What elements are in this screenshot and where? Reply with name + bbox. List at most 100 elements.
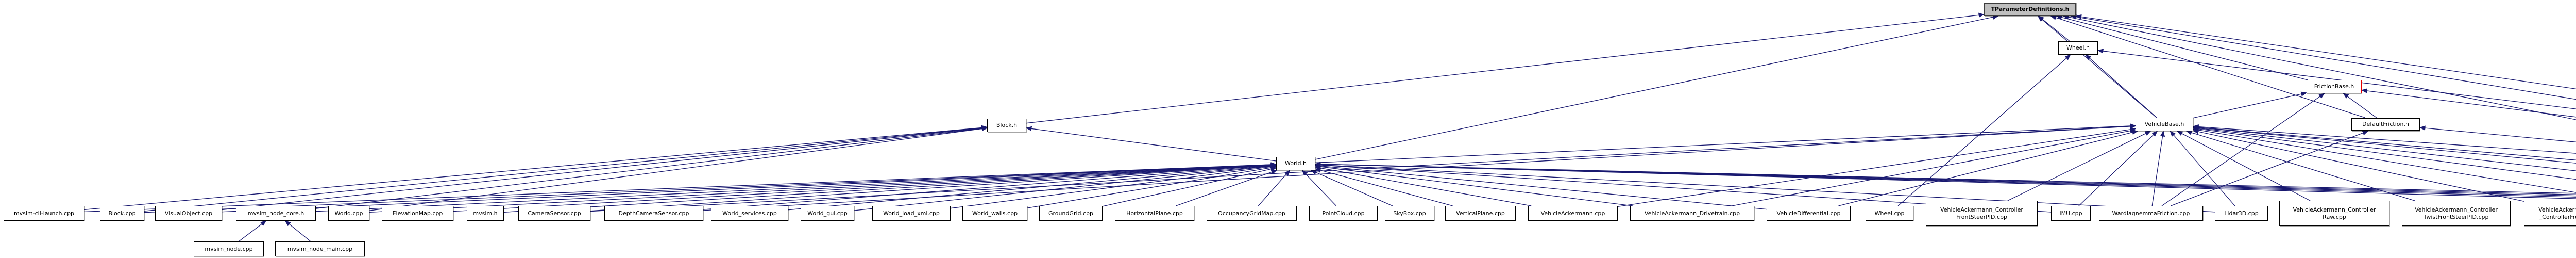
graph-edge bbox=[2170, 131, 2235, 206]
graph-node-occupancygridmap-cpp[interactable]: OccupancyGridMap.cpp bbox=[1207, 206, 1297, 221]
graph-node-visualobject-cpp[interactable]: VisualObject.cpp bbox=[155, 206, 222, 221]
graph-edge bbox=[2192, 124, 2576, 154]
graph-edge bbox=[703, 124, 2137, 211]
graph-edge bbox=[284, 220, 311, 242]
graph-edge bbox=[2361, 88, 2576, 118]
graph-edge bbox=[2419, 125, 2576, 142]
graph-edge bbox=[1314, 162, 2576, 199]
graph-edge bbox=[2038, 15, 2070, 42]
graph-edge bbox=[144, 162, 1277, 213]
graph-node-lidar3d-cpp[interactable]: Lidar3D.cpp bbox=[2215, 206, 2268, 221]
graph-edge bbox=[1315, 123, 2137, 163]
graph-edge bbox=[503, 163, 1277, 213]
graph-node-vehicleackermann-controller-raw-cpp[interactable]: VehicleAckermann_Controller Raw.cpp bbox=[2279, 201, 2389, 226]
graph-node-frictionbase-h[interactable]: FrictionBase.h bbox=[2307, 80, 2362, 93]
graph-node-depthcamerasensor-cpp[interactable]: DepthCameraSensor.cpp bbox=[604, 206, 703, 221]
graph-node-block-h[interactable]: Block.h bbox=[987, 119, 1026, 132]
graph-edge bbox=[1315, 14, 1999, 160]
graph-node-verticalplane-cpp[interactable]: VerticalPlane.cpp bbox=[1445, 206, 1516, 221]
graph-node-camerasensor-cpp[interactable]: CameraSensor.cpp bbox=[518, 206, 590, 221]
graph-node-mvsim-cli-launch-cpp[interactable]: mvsim-cli-launch.cpp bbox=[4, 206, 84, 221]
graph-edge bbox=[315, 126, 988, 209]
graph-edge bbox=[1617, 127, 2137, 207]
graph-edge bbox=[2192, 127, 2576, 193]
graph-edge bbox=[2192, 125, 2576, 164]
graph-node-wardiagnemmafriction-cpp[interactable]: WardIagnemmaFriction.cpp bbox=[2099, 206, 2203, 221]
graph-edge bbox=[590, 124, 2137, 212]
graph-edge bbox=[1258, 170, 1291, 206]
graph-edge bbox=[2151, 130, 2165, 206]
graph-node-vehicleackermann-controller-frontsteerpid-cpp[interactable]: VehicleAckermann_Controller FrontSteerPI… bbox=[1926, 201, 2038, 226]
graph-node-vehicledifferential-cpp[interactable]: VehicleDifferential.cpp bbox=[1767, 206, 1851, 221]
graph-edge bbox=[2037, 15, 2157, 118]
graph-edge bbox=[1314, 168, 1453, 206]
graph-edge bbox=[2097, 49, 2576, 109]
graph-edge bbox=[2007, 131, 2151, 201]
graph-node-vehicleackermann-cpp[interactable]: VehicleAckermann.cpp bbox=[1528, 206, 1618, 221]
graph-edge bbox=[2171, 131, 2369, 206]
graph-edge bbox=[222, 125, 988, 211]
graph-edge bbox=[2192, 126, 2576, 180]
graph-edge bbox=[2085, 54, 2157, 118]
graph-node-vehicleackermann-drivetrain-controllerfrontsteerpid-cpp[interactable]: VehicleAckermann_Drivetrain _ControllerF… bbox=[2524, 201, 2576, 226]
graph-edge bbox=[1310, 170, 1393, 206]
graph-edge bbox=[2192, 125, 2576, 160]
graph-edge bbox=[2075, 14, 2576, 89]
graph-edge bbox=[2192, 129, 2524, 202]
graph-edge bbox=[369, 126, 988, 211]
graph-edge bbox=[1314, 162, 2215, 213]
graph-edge bbox=[369, 162, 1277, 213]
graph-node-world-walls-cpp[interactable]: World_walls.cpp bbox=[962, 206, 1027, 221]
graph-edge bbox=[1314, 164, 1633, 206]
graph-edge bbox=[1314, 164, 1767, 210]
graph-edge bbox=[2056, 15, 2308, 80]
graph-node-mvsim-node-core-h[interactable]: mvsim_node_core.h bbox=[236, 206, 316, 221]
graph-edge bbox=[1301, 170, 1337, 206]
graph-node-wheel-h[interactable]: Wheel.h bbox=[2058, 41, 2098, 55]
graph-node-mvsim-node-main-cpp[interactable]: mvsim_node_main.cpp bbox=[275, 241, 365, 256]
graph-node-world-services-cpp[interactable]: World_services.cpp bbox=[711, 206, 788, 221]
graph-node-defaultfriction-h[interactable]: DefaultFriction.h bbox=[2351, 118, 2420, 131]
graph-edge bbox=[238, 220, 267, 242]
graph-node-world-gui-cpp[interactable]: World_gui.cpp bbox=[801, 206, 854, 221]
graph-node-block-cpp[interactable]: Block.cpp bbox=[100, 206, 144, 221]
graph-node-pointcloud-cpp[interactable]: PointCloud.cpp bbox=[1309, 206, 1378, 221]
graph-node-mvsim-h[interactable]: mvsim.h bbox=[467, 206, 504, 221]
graph-edge bbox=[2050, 15, 2365, 118]
graph-edge bbox=[2176, 131, 2311, 201]
graph-node-world-h[interactable]: World.h bbox=[1276, 157, 1315, 170]
graph-edge bbox=[84, 125, 988, 210]
graph-edge bbox=[854, 164, 1277, 211]
graph-node-vehicleackermann-drivetrain-cpp[interactable]: VehicleAckermann_Drivetrain.cpp bbox=[1630, 206, 1754, 221]
graph-node-world-load-xml-cpp[interactable]: World_load_xml.cpp bbox=[872, 206, 951, 221]
graph-edge bbox=[315, 162, 1277, 212]
graph-node-tparameterdefinitions-h[interactable]: TParameterDefinitions.h bbox=[1984, 3, 2076, 16]
graph-node-world-cpp[interactable]: World.cpp bbox=[328, 206, 369, 221]
graph-edge bbox=[2078, 131, 2158, 206]
graph-node-wheel-cpp[interactable]: Wheel.cpp bbox=[1866, 206, 1913, 221]
graph-node-elevationmap-cpp[interactable]: ElevationMap.cpp bbox=[382, 206, 453, 221]
graph-edge bbox=[1838, 130, 2139, 206]
graph-node-horizontalplane-cpp[interactable]: HorizontalPlane.cpp bbox=[1115, 206, 1194, 221]
graph-node-skybox-cpp[interactable]: SkyBox.cpp bbox=[1385, 206, 1434, 221]
graph-node-imu-cpp[interactable]: IMU.cpp bbox=[2051, 206, 2091, 221]
graph-edge bbox=[1027, 165, 1277, 208]
graph-node-groundgrid-cpp[interactable]: GroundGrid.cpp bbox=[1039, 206, 1103, 221]
graph-node-mvsim-node-cpp[interactable]: mvsim_node.cpp bbox=[194, 241, 264, 256]
graph-edge bbox=[1314, 162, 2576, 194]
graph-edge bbox=[222, 162, 1277, 213]
graph-edge bbox=[1314, 162, 2576, 197]
graph-edge bbox=[2193, 91, 2308, 119]
graph-node-vehicleackermann-controller-twistfrontsteerpid-cpp[interactable]: VehicleAckermann_Controller TwistFrontSt… bbox=[2402, 201, 2511, 226]
graph-edge bbox=[453, 163, 1277, 212]
graph-edge bbox=[950, 164, 1277, 209]
graph-edge bbox=[84, 162, 1277, 213]
graph-edge bbox=[2070, 14, 2576, 100]
graph-edge bbox=[1102, 167, 1277, 207]
graph-edge bbox=[1026, 12, 1985, 124]
graph-node-vehiclebase-h[interactable]: VehicleBase.h bbox=[2136, 118, 2193, 131]
graph-edge bbox=[1025, 126, 1277, 162]
graph-edge bbox=[590, 163, 1277, 212]
